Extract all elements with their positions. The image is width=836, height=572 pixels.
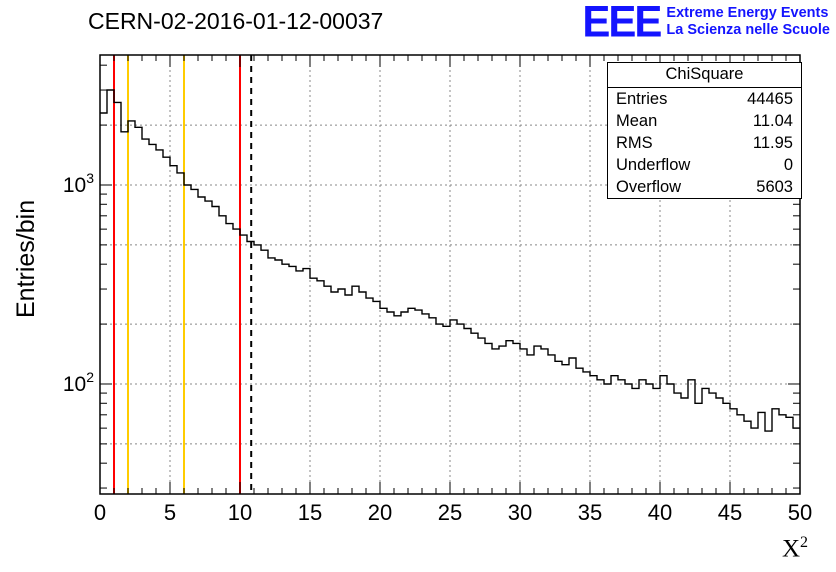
page-title: CERN-02-2016-01-12-00037: [88, 8, 384, 34]
stats-value: 11.04: [752, 111, 793, 130]
stats-value: 5603: [756, 177, 793, 196]
svg-text:0: 0: [94, 500, 106, 525]
eee-logo-line2: La Scienza nelle Scuole: [666, 22, 830, 38]
svg-text:20: 20: [368, 500, 392, 525]
y-axis-label: Entries/bin: [12, 199, 40, 318]
svg-text:45: 45: [718, 500, 742, 525]
stats-value: 11.95: [752, 133, 793, 152]
svg-text:10: 10: [228, 500, 252, 525]
svg-text:15: 15: [298, 500, 322, 525]
svg-text:103: 103: [63, 170, 94, 197]
stats-value: 0: [783, 155, 793, 174]
stats-label: Entries: [616, 89, 668, 108]
eee-logo-line1: Extreme Energy Events: [666, 5, 829, 21]
stats-label: Underflow: [616, 155, 691, 174]
x-axis-label: X2: [781, 534, 808, 563]
stats-row: RMS 11.95: [608, 132, 801, 154]
eee-logo-letters: EEE: [582, 0, 662, 47]
svg-text:5: 5: [164, 500, 176, 525]
svg-text:25: 25: [438, 500, 462, 525]
stats-value: 44465: [747, 89, 793, 108]
eee-logo: EEE Extreme Energy Events La Scienza nel…: [582, 0, 830, 47]
svg-text:50: 50: [788, 500, 812, 525]
svg-text:102: 102: [63, 369, 94, 396]
stats-title: ChiSquare: [608, 63, 801, 88]
stats-row: Entries 44465: [608, 88, 801, 110]
svg-text:40: 40: [648, 500, 672, 525]
stats-row: Mean 11.04: [608, 110, 801, 132]
svg-text:35: 35: [578, 500, 602, 525]
stats-row: Overflow 5603: [608, 176, 801, 198]
stats-row: Underflow 0: [608, 154, 801, 176]
eee-logo-tagline: Extreme Energy Events La Scienza nelle S…: [666, 2, 830, 39]
stats-label: Mean: [616, 111, 658, 130]
svg-text:30: 30: [508, 500, 532, 525]
stats-label: RMS: [616, 133, 653, 152]
stats-label: Overflow: [616, 177, 682, 196]
stats-box: ChiSquare Entries 44465 Mean 11.04 RMS 1…: [607, 62, 802, 199]
